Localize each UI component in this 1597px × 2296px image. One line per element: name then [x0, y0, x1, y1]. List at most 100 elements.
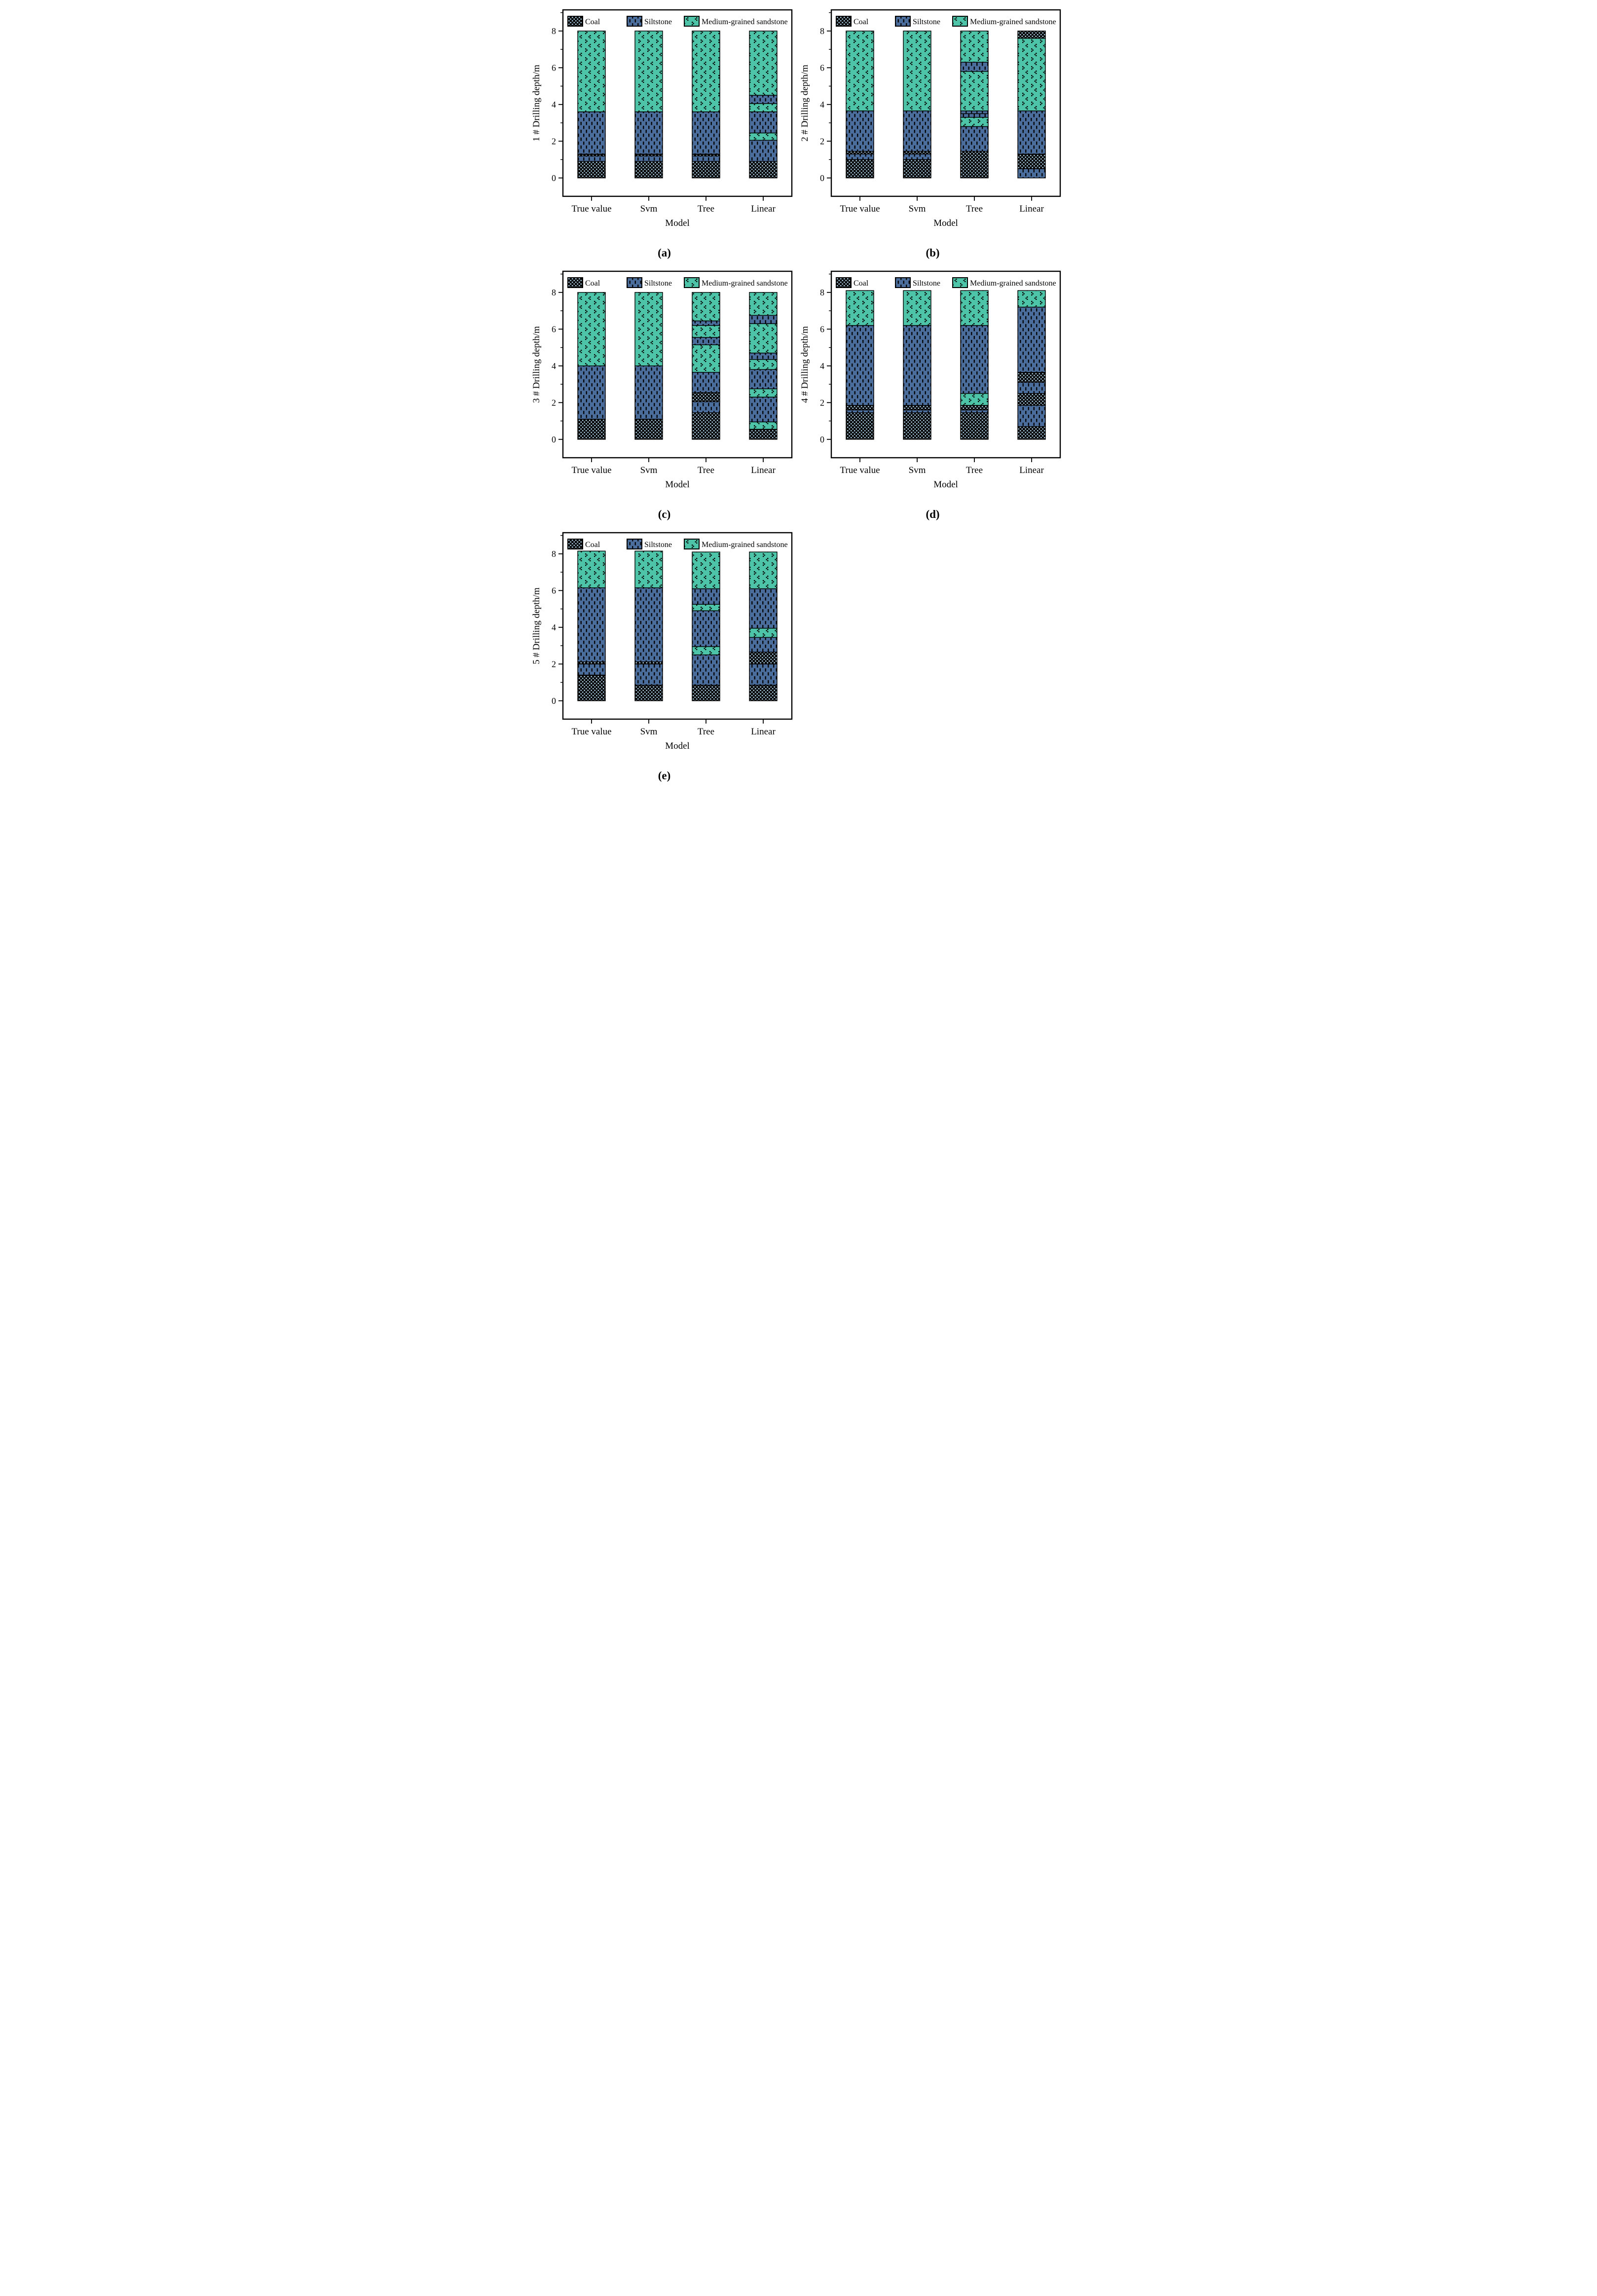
y-axis-title: 2 # Drilling depth/m — [800, 65, 810, 142]
bar-segment-coal — [748, 161, 778, 179]
bar-segment-siltstone — [691, 610, 720, 647]
legend-item-sandstone: Medium-grained sandstone — [683, 277, 787, 288]
bar-segment-siltstone — [691, 588, 720, 605]
bar-segment-sandstone — [845, 290, 874, 326]
legend-label: Coal — [585, 18, 600, 26]
bar-segment-coal — [960, 151, 989, 179]
bar-segment-coal — [845, 412, 874, 440]
legend-item-sandstone: Medium-grained sandstone — [683, 16, 787, 27]
bar-segment-coal — [845, 405, 874, 410]
bar-segment-coal — [1017, 153, 1046, 169]
legend-swatch-siltstone — [626, 16, 642, 27]
legend-swatch-sandstone — [683, 277, 700, 288]
legend-item-siltstone: Siltstone — [626, 277, 672, 288]
y-tick-label: 4 — [552, 622, 556, 632]
y-tick-label: 4 — [552, 100, 556, 109]
bar-segment-siltstone — [960, 325, 989, 394]
x-axis-title: Model — [665, 741, 690, 751]
legend-item-sandstone: Medium-grained sandstone — [683, 539, 787, 549]
bar-segment-siltstone — [748, 637, 778, 653]
x-category-label: Svm — [908, 465, 926, 475]
bar-segment-sandstone — [634, 550, 663, 588]
bar-segment-siltstone — [960, 409, 989, 413]
chart-panel-a: 0 2 4 6 8 True value Svm Tree Linear Coal Siltston… — [530, 3, 799, 259]
x-category-label: Tree — [697, 727, 714, 737]
bar-segment-siltstone — [748, 140, 778, 162]
bar-segment-coal — [577, 674, 606, 701]
y-tick-label: 8 — [552, 288, 556, 297]
x-category-label: Linear — [1019, 204, 1044, 214]
bar-segment-coal — [634, 685, 663, 701]
bar-segment-siltstone — [748, 588, 778, 629]
legend-swatch-coal — [835, 16, 852, 27]
y-tick-label: 4 — [820, 361, 824, 371]
legend-label: Siltstone — [644, 541, 672, 549]
bar-segment-coal — [691, 685, 720, 701]
bar-segment-siltstone — [845, 325, 874, 406]
bar-segment-coal — [748, 685, 778, 701]
panel-caption-e: (e) — [658, 769, 671, 782]
legend-swatch-coal — [567, 277, 583, 288]
x-category-label: True value — [571, 465, 611, 475]
bar-segment-coal — [577, 419, 606, 440]
bar-segment-siltstone — [1017, 168, 1046, 179]
bar-segment-coal — [1017, 426, 1046, 440]
chart-a-canvas: 0 2 4 6 8 True value Svm Tree Linear Coal Siltston… — [531, 9, 792, 228]
bar-segment-siltstone — [1017, 306, 1046, 373]
legend-item-siltstone: Siltstone — [626, 539, 672, 549]
y-axis-title: 1 # Drilling depth/m — [531, 65, 542, 142]
y-tick-label: 0 — [820, 173, 824, 183]
bar-segment-coal — [634, 419, 663, 440]
legend-item-siltstone: Siltstone — [894, 277, 940, 288]
y-tick-label: 4 — [552, 361, 556, 371]
legend-label: Siltstone — [913, 18, 940, 26]
x-category-label: Svm — [908, 204, 926, 214]
bar-segment-siltstone — [748, 369, 778, 390]
bar-segment-sandstone — [691, 604, 720, 611]
bar-segment-siltstone — [1017, 110, 1046, 155]
legend-swatch-siltstone — [626, 277, 642, 288]
bar-segment-siltstone — [748, 315, 778, 324]
bar-segment-siltstone — [1017, 382, 1046, 394]
bar-segment-sandstone — [691, 646, 720, 656]
y-tick-label: 6 — [820, 324, 824, 334]
bar-segment-sandstone — [1017, 38, 1046, 111]
bar-segment-siltstone — [634, 587, 663, 662]
bar-segment-siltstone — [748, 397, 778, 423]
y-tick-label: 8 — [820, 26, 824, 36]
x-category-label: True value — [571, 727, 611, 737]
legend-swatch-sandstone — [683, 16, 700, 27]
bar-segment-sandstone — [960, 31, 989, 63]
bar-segment-siltstone — [577, 663, 606, 676]
bar-segment-sandstone — [902, 290, 931, 326]
bar-segment-siltstone — [634, 155, 663, 162]
bar-segment-sandstone — [577, 292, 606, 366]
legend-label: Coal — [585, 541, 600, 549]
legend-item-sandstone: Medium-grained sandstone — [952, 277, 1056, 288]
bar-segment-siltstone — [845, 409, 874, 413]
y-tick-label: 6 — [552, 63, 556, 73]
bar-segment-coal — [902, 151, 931, 155]
bar-segment-siltstone — [634, 365, 663, 420]
bar-segment-sandstone — [960, 393, 989, 406]
bar-segment-siltstone — [691, 320, 720, 326]
chart-b-canvas: 0 2 4 6 8 True value Svm Tree Linear Coal Siltston… — [800, 9, 1061, 228]
bar-segment-siltstone — [902, 110, 931, 152]
bar-segment-sandstone — [691, 31, 720, 112]
bar-segment-sandstone — [960, 117, 989, 127]
y-tick-label: 2 — [552, 659, 556, 669]
legend-swatch-sandstone — [683, 539, 700, 549]
legend-item-coal: Coal — [567, 277, 600, 288]
x-category-label: True value — [840, 204, 880, 214]
y-tick-label: 0 — [552, 435, 556, 444]
legend-label: Medium-grained sandstone — [970, 18, 1056, 26]
chart-panel-c: 0 2 4 6 8 True value Svm Tree Linear Coal Siltston… — [530, 264, 799, 521]
chart-d-canvas: 0 2 4 6 8 True value Svm Tree Linear Coal Siltston… — [800, 270, 1061, 490]
bar-segment-siltstone — [748, 663, 778, 686]
legend-item-coal: Coal — [835, 16, 868, 27]
bar-segment-coal — [634, 161, 663, 179]
y-axis-title: 4 # Drilling depth/m — [800, 326, 810, 403]
panel-caption-c: (c) — [658, 508, 671, 520]
bar-segment-sandstone — [960, 71, 989, 111]
bar-segment-sandstone — [748, 627, 778, 638]
